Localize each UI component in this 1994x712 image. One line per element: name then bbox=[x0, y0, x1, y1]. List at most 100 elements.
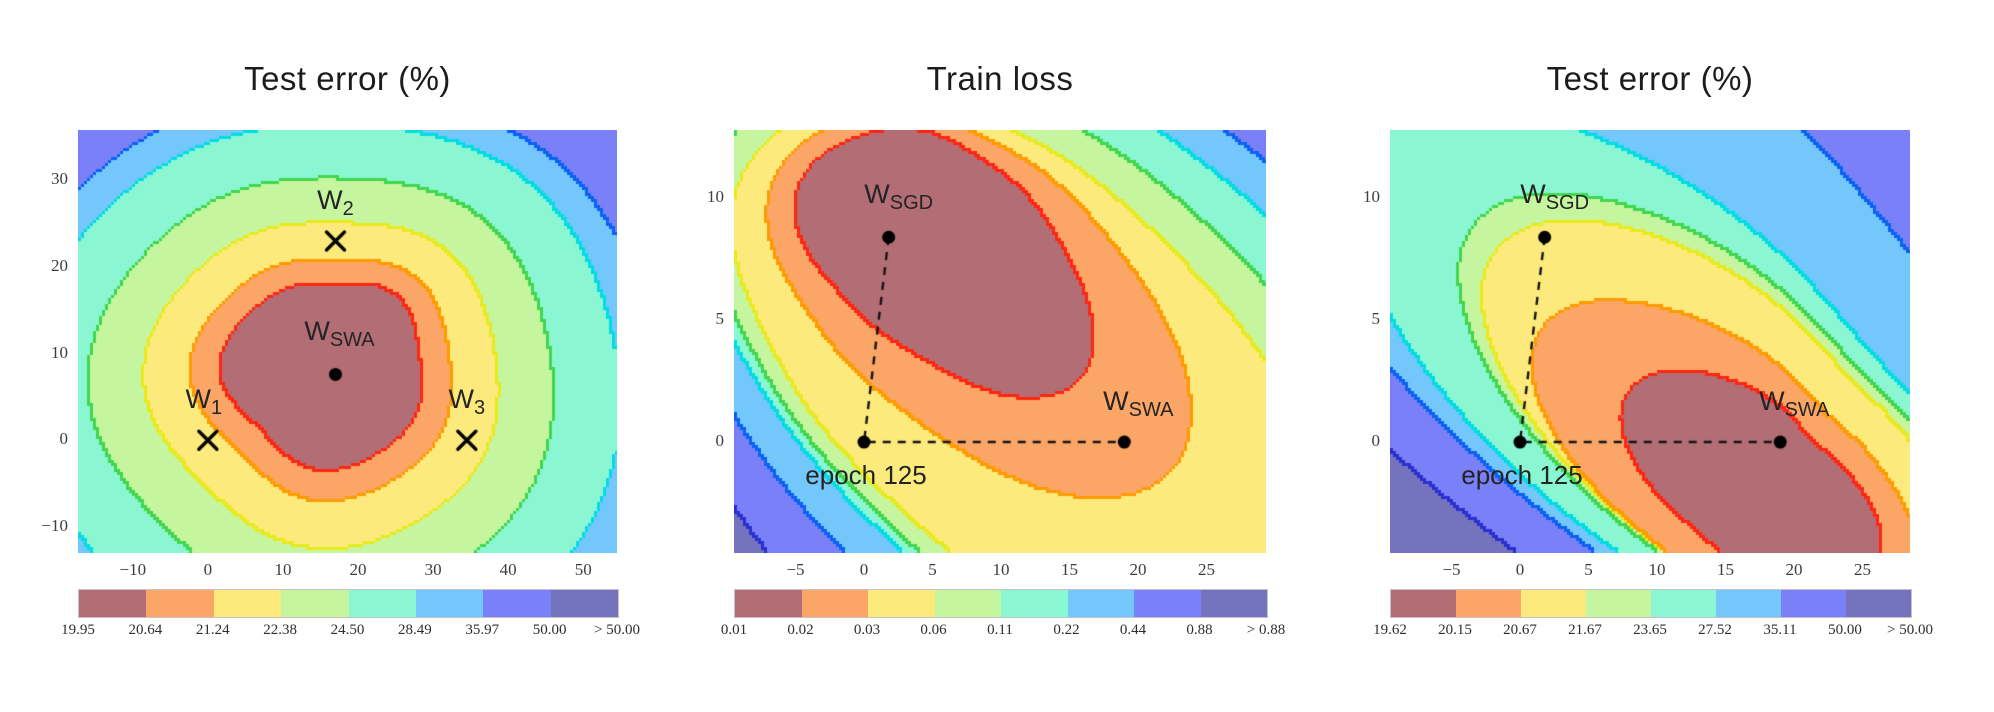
x-tick-label: 25 bbox=[1853, 560, 1871, 579]
colorbar-segment bbox=[1134, 590, 1201, 617]
x-tick-label: 25 bbox=[1198, 560, 1216, 579]
colorbar-segment bbox=[1716, 590, 1781, 617]
marker-label-epoch: epoch 125 bbox=[805, 460, 927, 491]
x-tick-label: 10 bbox=[1648, 560, 1666, 579]
marker-label-wsgd: WSGD bbox=[864, 179, 934, 215]
colorbar-tick-label: 20.64 bbox=[128, 622, 163, 638]
colorbar-tick-label: 35.11 bbox=[1763, 622, 1797, 638]
colorbar-tick-label: > 50.00 bbox=[594, 622, 640, 638]
colorbar-segment bbox=[1846, 590, 1911, 617]
x-tick-label: 40 bbox=[499, 560, 517, 579]
x-tick-label: 15 bbox=[1061, 560, 1079, 579]
contour-plot-canvas bbox=[734, 130, 1266, 553]
colorbar bbox=[78, 589, 619, 618]
x-tick-label: 5 bbox=[1584, 560, 1593, 579]
colorbar-tick-label: 0.03 bbox=[853, 622, 881, 638]
x-tick-label: 0 bbox=[859, 560, 869, 579]
colorbar-segment bbox=[1586, 590, 1651, 617]
colorbar-segment bbox=[1391, 590, 1456, 617]
colorbar-tick-label: 27.52 bbox=[1698, 622, 1732, 638]
colorbar-segment bbox=[146, 590, 214, 617]
marker-label-epoch: epoch 125 bbox=[1461, 460, 1583, 491]
y-tick-label: 30 bbox=[51, 169, 68, 189]
colorbar-tick-label: 0.44 bbox=[1119, 622, 1147, 638]
colorbar-segment bbox=[281, 590, 349, 617]
x-tick-label: 20 bbox=[349, 560, 367, 579]
colorbar-tick-label: 0.06 bbox=[920, 622, 947, 638]
colorbar-segment bbox=[801, 590, 868, 617]
colorbar-segment bbox=[1781, 590, 1846, 617]
x-tick-label: 10 bbox=[992, 560, 1010, 579]
colorbar-segment bbox=[79, 590, 147, 617]
x-tick-label: −5 bbox=[786, 560, 805, 579]
x-tick-label: 20 bbox=[1129, 560, 1147, 579]
y-tick-label: 10 bbox=[51, 342, 68, 362]
colorbar-tick-label: 0.02 bbox=[787, 622, 814, 638]
marker-label-w2: W2 bbox=[317, 184, 354, 220]
y-tick-label: −10 bbox=[41, 515, 68, 535]
colorbar-tick-label: 21.67 bbox=[1568, 622, 1602, 638]
marker-label-w1: W1 bbox=[185, 384, 223, 420]
colorbar-tick-label: 20.15 bbox=[1438, 622, 1472, 638]
y-tick-label: 5 bbox=[715, 309, 725, 329]
colorbar-tick-label: 50.00 bbox=[1828, 622, 1862, 638]
contour-plot-canvas bbox=[1390, 130, 1910, 553]
colorbar-segment bbox=[868, 590, 935, 617]
panel-title: Train loss bbox=[926, 60, 1074, 97]
x-tick-label: 15 bbox=[1716, 560, 1734, 579]
colorbar bbox=[1390, 589, 1912, 618]
x-tick-label: −5 bbox=[1442, 560, 1461, 579]
y-tick-label: 0 bbox=[715, 431, 725, 451]
colorbar-segment bbox=[213, 590, 282, 617]
y-tick-label: 20 bbox=[51, 255, 68, 275]
colorbar-tick-label: 24.50 bbox=[330, 622, 365, 638]
panel-title: Test error (%) bbox=[244, 60, 451, 97]
colorbar-tick-label: 21.24 bbox=[195, 622, 230, 638]
colorbar-segment bbox=[934, 590, 1001, 617]
y-tick-label: 10 bbox=[1363, 187, 1380, 207]
colorbar-tick-label: 0.22 bbox=[1053, 622, 1080, 638]
x-tick-label: 50 bbox=[574, 560, 592, 579]
x-tick-label: 0 bbox=[203, 560, 213, 579]
colorbar-segment bbox=[348, 590, 416, 617]
colorbar-segment bbox=[1651, 590, 1716, 617]
y-tick-label: 0 bbox=[59, 429, 69, 449]
colorbar-segment bbox=[1067, 590, 1134, 617]
colorbar-segment bbox=[1200, 590, 1267, 617]
colorbar-segment bbox=[1456, 590, 1521, 617]
marker-label-w3: W3 bbox=[448, 384, 486, 420]
colorbar-tick-label: 0.11 bbox=[987, 622, 1013, 638]
colorbar-tick-label: 0.01 bbox=[720, 622, 748, 638]
colorbar-segment bbox=[735, 590, 802, 617]
x-tick-label: 30 bbox=[424, 560, 442, 579]
y-tick-label: 5 bbox=[1371, 309, 1381, 329]
colorbar bbox=[734, 589, 1268, 618]
x-tick-label: 10 bbox=[274, 560, 292, 579]
colorbar-segment bbox=[415, 590, 484, 617]
x-tick-label: 5 bbox=[928, 560, 937, 579]
x-tick-label: −10 bbox=[119, 560, 147, 579]
colorbar-tick-label: 19.62 bbox=[1373, 622, 1407, 638]
contour-plot-canvas bbox=[78, 130, 617, 553]
x-tick-label: 0 bbox=[1515, 560, 1525, 579]
y-tick-label: 10 bbox=[707, 187, 724, 207]
colorbar-segment bbox=[550, 590, 618, 617]
colorbar-tick-label: 50.00 bbox=[532, 622, 567, 638]
y-tick-label: 0 bbox=[1371, 431, 1381, 451]
colorbar-tick-label: 0.88 bbox=[1186, 622, 1213, 638]
colorbar-tick-label: 28.49 bbox=[398, 622, 432, 638]
colorbar-tick-label: 23.65 bbox=[1633, 622, 1667, 638]
colorbar-segment bbox=[1521, 590, 1586, 617]
colorbar-tick-label: 35.97 bbox=[465, 622, 500, 638]
marker-label-wswa: WSWA bbox=[1759, 386, 1830, 422]
colorbar-tick-label: 20.67 bbox=[1503, 622, 1537, 638]
marker-label-wsgd: WSGD bbox=[1520, 179, 1590, 215]
x-tick-label: 20 bbox=[1785, 560, 1803, 579]
colorbar-tick-label: > 0.88 bbox=[1246, 622, 1286, 638]
marker-label-wswa: WSWA bbox=[1103, 386, 1174, 422]
colorbar-tick-label: > 50.00 bbox=[1887, 622, 1933, 638]
